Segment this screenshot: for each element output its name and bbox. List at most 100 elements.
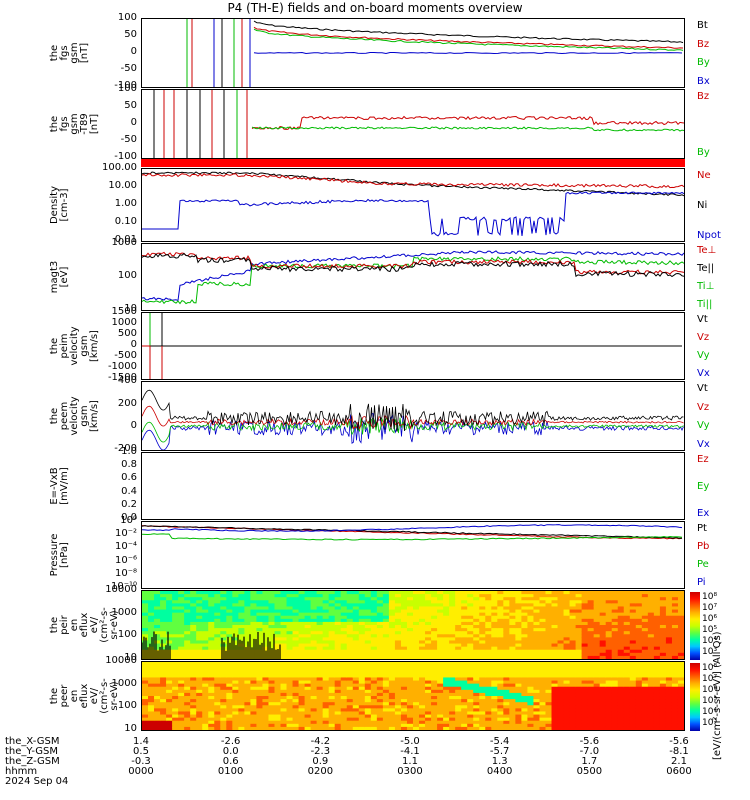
heatmap-cell <box>647 708 655 713</box>
heatmap-cell <box>184 618 191 623</box>
heatmap-cell <box>250 702 258 706</box>
heatmap-cell <box>419 609 426 614</box>
heatmap-cell <box>202 717 209 722</box>
heatmap-cell <box>190 665 197 669</box>
heatmap-cell <box>280 717 288 722</box>
heatmap-cell <box>328 618 336 623</box>
heatmap-cell <box>166 711 173 716</box>
heatmap-cell <box>677 683 684 688</box>
heatmap-cell <box>334 631 342 635</box>
heatmap-cell <box>551 649 559 654</box>
heatmap-cell <box>142 594 149 598</box>
heatmap-cell <box>503 705 510 709</box>
heatmap-cell <box>461 628 468 632</box>
heatmap-cell <box>539 625 547 629</box>
heatmap-cell <box>461 603 468 608</box>
heatmap-cell <box>400 612 408 617</box>
heatmap-cell <box>352 631 360 635</box>
heatmap-cell <box>340 705 348 709</box>
heatmap-cell <box>286 723 294 728</box>
heatmap-cell <box>172 720 179 725</box>
heatmap-cell <box>581 628 589 632</box>
heatmap-cell <box>527 671 535 675</box>
ytick-label: 0.01 <box>114 234 137 245</box>
heatmap-cell <box>310 621 318 626</box>
heatmap-cell <box>196 680 203 685</box>
heatmap-cell <box>274 702 282 706</box>
heatmap-cell <box>352 655 360 659</box>
heatmap-cell <box>491 631 498 635</box>
heatmap-cell <box>563 720 571 725</box>
heatmap-cell <box>599 711 607 716</box>
heatmap-cell <box>178 674 185 679</box>
heatmap-cell <box>268 631 276 635</box>
heatmap-cell <box>635 705 643 709</box>
heatmap-cell <box>611 680 619 685</box>
heatmap-cell <box>232 591 239 595</box>
heatmap-cell <box>653 618 661 623</box>
heatmap-cell <box>328 606 336 611</box>
heatmap-cell <box>617 711 625 716</box>
heatmap-cell <box>677 612 684 617</box>
heatmap-cell <box>298 714 306 719</box>
heatmap-cell <box>202 662 209 666</box>
heatmap-cell <box>503 683 510 688</box>
heatmap-cell <box>491 652 498 657</box>
heatmap-cell <box>142 649 149 654</box>
heatmap-cell <box>298 662 306 666</box>
heatmap-cell <box>605 609 613 614</box>
heatmap-cell <box>376 603 384 608</box>
heatmap-cell <box>557 683 565 688</box>
heatmap-cell <box>479 720 486 725</box>
heatmap-cell <box>473 692 480 697</box>
heatmap-cell <box>509 634 516 638</box>
heatmap-cell <box>328 665 336 669</box>
heatmap-cell <box>352 708 360 713</box>
heatmap-cell <box>623 680 631 685</box>
heatmap-cell <box>280 631 288 635</box>
heatmap-cell <box>419 646 426 651</box>
heatmap-cell <box>563 674 571 679</box>
heatmap-cell <box>467 621 474 626</box>
heatmap-cell <box>587 689 595 694</box>
heatmap-cell <box>214 696 221 700</box>
heatmap-cell <box>581 689 589 694</box>
colorbar-tick: 10³ <box>702 718 718 728</box>
heatmap-cell <box>653 677 661 682</box>
heatmap-cell <box>665 702 673 706</box>
heatmap-cell <box>539 597 547 601</box>
heatmap-cell <box>527 686 535 691</box>
heatmap-cell <box>280 720 288 725</box>
heatmap-cell <box>280 625 288 629</box>
heatmap-cell <box>172 600 179 604</box>
heatmap-cell <box>473 591 480 595</box>
heatmap-cell <box>605 696 613 700</box>
heatmap-cell <box>226 597 233 601</box>
heatmap-cell <box>623 634 631 638</box>
heatmap-cell <box>569 696 577 700</box>
heatmap-cell <box>497 646 504 651</box>
heatmap-cell <box>527 591 535 595</box>
heatmap-cell <box>521 634 529 638</box>
heatmap-cell <box>653 643 661 648</box>
heatmap-cell <box>346 625 354 629</box>
heatmap-cell <box>431 618 438 623</box>
heatmap-cell <box>641 591 649 595</box>
heatmap-cell <box>443 711 450 716</box>
legend-pressure-2: Pe <box>697 559 709 570</box>
heatmap-cell <box>617 665 625 669</box>
colorbar-tick: 10³ <box>702 647 718 657</box>
heatmap-cell <box>635 606 643 611</box>
heatmap-cell <box>449 662 456 666</box>
heatmap-cell <box>406 612 414 617</box>
heatmap-cell <box>659 655 667 659</box>
heatmap-cell <box>437 625 444 629</box>
heatmap-cell <box>647 711 655 716</box>
heatmap-cell <box>196 652 203 657</box>
heatmap-cell <box>605 597 613 601</box>
plot-density <box>142 171 684 237</box>
heatmap-cell <box>208 702 215 706</box>
heatmap-cell <box>641 600 649 604</box>
heatmap-cell <box>665 615 673 620</box>
heatmap-cell <box>593 674 601 679</box>
